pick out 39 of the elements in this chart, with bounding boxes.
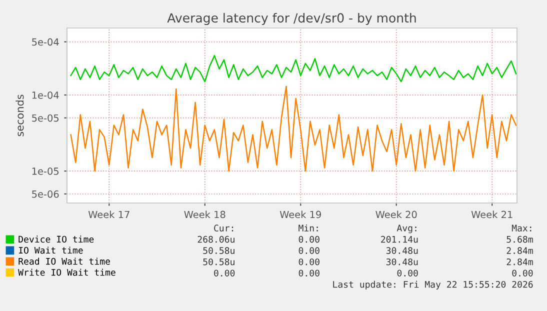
text: 0.00 bbox=[214, 270, 235, 277]
text: 2.84m bbox=[506, 247, 533, 254]
text: Avg: bbox=[396, 224, 416, 234]
y-axis-title: seconds bbox=[16, 94, 24, 136]
text: Min: bbox=[298, 224, 318, 232]
x-tick-label: Week 18 bbox=[184, 210, 226, 218]
text: 0.00 bbox=[298, 247, 320, 254]
text: Last update: Fri May 22 15:55:20 2026 bbox=[333, 280, 533, 290]
text: 0.00 bbox=[298, 270, 320, 277]
text: 0.00 bbox=[298, 258, 320, 266]
text: 268.06u bbox=[198, 236, 234, 243]
line-series bbox=[70, 86, 517, 172]
legend-label: Read IO Wait time bbox=[18, 258, 110, 265]
chart-title: Average latency for /dev/sr0 - by month bbox=[167, 12, 416, 26]
text: 50.58u bbox=[203, 247, 234, 254]
legend-label: IO Wait time bbox=[18, 246, 83, 254]
x-tick-label: Week 20 bbox=[376, 210, 417, 218]
line-series bbox=[70, 54, 517, 82]
y-tick-label: 5e-04 bbox=[32, 38, 59, 46]
text: 0.00 bbox=[512, 270, 533, 277]
text: 30.48u bbox=[386, 258, 418, 266]
text: 201.14u bbox=[381, 236, 418, 243]
text: 50.58u bbox=[203, 258, 234, 266]
legend-label: Device IO time bbox=[18, 236, 94, 243]
text: 30.48u bbox=[386, 247, 418, 254]
y-tick-label: 1e-05 bbox=[32, 168, 59, 175]
text: Cur: bbox=[214, 224, 234, 232]
text: Max: bbox=[512, 224, 532, 232]
text: 2.84m bbox=[506, 258, 533, 266]
legend-label: Write IO Wait time bbox=[18, 268, 116, 276]
y-tick-label: 1e-04 bbox=[32, 91, 59, 99]
x-tick-label: Week 21 bbox=[471, 210, 512, 218]
x-tick-label: Week 17 bbox=[88, 210, 130, 218]
text: 0.00 bbox=[397, 270, 418, 277]
y-tick-label: 5e-06 bbox=[32, 190, 59, 198]
y-tick-label: 5e-05 bbox=[32, 114, 59, 122]
text: 5.68m bbox=[506, 236, 533, 243]
x-tick-label: Week 19 bbox=[280, 210, 321, 218]
text: 0.00 bbox=[298, 236, 320, 243]
